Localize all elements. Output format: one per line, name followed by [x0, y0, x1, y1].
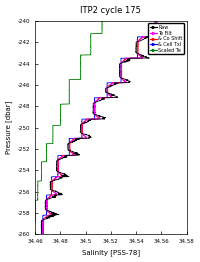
Line: Scaled Te: Scaled Te [33, 21, 102, 234]
Raw [40, 220, 43, 223]
Raw [92, 103, 94, 106]
& Co Shift [42, 220, 45, 223]
Scaled Te [79, 71, 82, 74]
Line: & Co Shift: & Co Shift [43, 21, 161, 234]
Te Filt [93, 109, 96, 112]
Scaled Te [89, 49, 92, 52]
& Cell TxI [136, 49, 139, 52]
Te Filt [120, 71, 122, 74]
Scaled Te [31, 233, 34, 236]
Raw [41, 233, 43, 236]
& Co Shift [94, 103, 96, 106]
Raw [92, 109, 95, 112]
Title: ITP2 cycle 175: ITP2 cycle 175 [80, 6, 141, 15]
& Co Shift [97, 97, 99, 100]
Raw [119, 71, 121, 74]
& Co Shift [121, 71, 123, 74]
& Co Shift [137, 49, 139, 52]
Te Filt [41, 220, 44, 223]
Line: Raw: Raw [41, 21, 166, 234]
Te Filt [42, 233, 44, 236]
Y-axis label: Pressure [dbar]: Pressure [dbar] [6, 101, 12, 154]
Scaled Te [59, 109, 62, 112]
Scaled Te [34, 220, 36, 223]
Line: Te Filt: Te Filt [42, 21, 161, 234]
& Cell TxI [93, 97, 96, 100]
Te Filt [93, 103, 96, 106]
& Co Shift [94, 109, 96, 112]
& Cell TxI [120, 71, 122, 74]
& Co Shift [156, 19, 158, 23]
& Cell TxI [42, 233, 44, 236]
Te Filt [98, 97, 100, 100]
Te Filt [155, 19, 158, 23]
Line: & Cell TxI: & Cell TxI [43, 21, 157, 234]
& Cell TxI [155, 19, 157, 23]
& Cell TxI [93, 109, 96, 112]
Raw [154, 19, 156, 23]
Te Filt [136, 49, 139, 52]
Scaled Te [68, 97, 70, 100]
Scaled Te [101, 19, 103, 23]
& Cell TxI [42, 220, 44, 223]
X-axis label: Salinity [PSS-78]: Salinity [PSS-78] [82, 250, 140, 256]
Scaled Te [59, 103, 62, 106]
Raw [135, 49, 138, 52]
Raw [101, 97, 103, 100]
& Co Shift [43, 233, 45, 236]
Legend: Raw, Te Filt, & Co Shift, & Cell TxI, Scaled Te: Raw, Te Filt, & Co Shift, & Cell TxI, Sc… [148, 23, 184, 54]
& Cell TxI [93, 103, 96, 106]
